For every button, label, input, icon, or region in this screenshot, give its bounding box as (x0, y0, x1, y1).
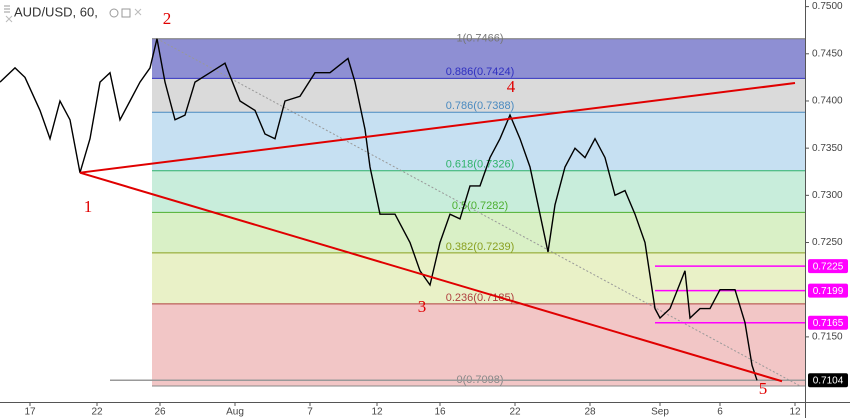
fib-label: 1(0.7466) (456, 33, 503, 45)
price-tag (808, 283, 848, 298)
x-tick-label: 22 (91, 407, 103, 418)
y-tick-label: 0.7500 (812, 1, 843, 12)
chart-title: AUD/USD, 60, (14, 4, 98, 19)
fib-label: 0.786(0.7388) (446, 100, 515, 112)
wave-label: 1 (84, 197, 93, 216)
y-tick-label: 0.7150 (812, 332, 843, 343)
wave-label: 5 (759, 379, 768, 398)
x-tick-label: 26 (154, 407, 166, 418)
wave-label: 2 (163, 9, 172, 28)
y-tick-label: 0.7350 (812, 143, 843, 154)
y-tick-label: 0.7400 (812, 96, 843, 107)
price-tag-label: 0.7104 (813, 375, 844, 386)
y-tick-label: 0.7300 (812, 190, 843, 201)
y-axis-area (805, 0, 850, 418)
trend-line (79, 82, 796, 174)
x-tick-label: 28 (584, 407, 596, 418)
x-tick-label: Sep (651, 407, 669, 418)
x-tick-label: 6 (717, 407, 723, 418)
price-tag-label: 0.7165 (813, 318, 844, 329)
price-tag-label: 0.7225 (813, 261, 844, 272)
fib-label: 0.886(0.7424) (446, 66, 515, 78)
y-tick-label: 0.7450 (812, 48, 843, 59)
y-tick-label: 0.7250 (812, 237, 843, 248)
x-tick-label: 7 (307, 407, 313, 418)
fib-band (152, 252, 805, 304)
price-line-series (0, 38, 758, 381)
fib-band (152, 38, 805, 79)
x-tick-label: Aug (226, 407, 244, 418)
icon (109, 8, 119, 18)
x-tick-label: 12 (789, 407, 801, 418)
fib-band (152, 212, 805, 253)
fib-band (152, 170, 805, 213)
x-tick-label: 22 (509, 407, 521, 418)
price-tag (808, 315, 848, 330)
icon (5, 8, 142, 23)
icon (121, 8, 131, 18)
wave-label: 3 (418, 297, 427, 316)
trend-line (79, 171, 783, 383)
header-icons (4, 5, 142, 23)
icon (4, 5, 10, 13)
fib-label: 0.236(0.7185) (446, 292, 515, 304)
x-tick-label: 16 (434, 407, 446, 418)
fib-trend (156, 38, 801, 387)
fib-label: 0.5(0.7282) (452, 200, 508, 212)
fib-band (152, 303, 805, 386)
x-tick-label: 12 (371, 407, 383, 418)
fib-label: 0.382(0.7239) (446, 241, 515, 253)
x-tick-label: 17 (24, 407, 36, 418)
wave-label: 4 (507, 77, 516, 96)
price-tag (808, 373, 848, 388)
price-tag-label: 0.7199 (813, 286, 844, 297)
x-axis-area (0, 402, 850, 418)
price-tag (808, 259, 848, 274)
fib-label: 0.618(0.7326) (446, 159, 515, 171)
